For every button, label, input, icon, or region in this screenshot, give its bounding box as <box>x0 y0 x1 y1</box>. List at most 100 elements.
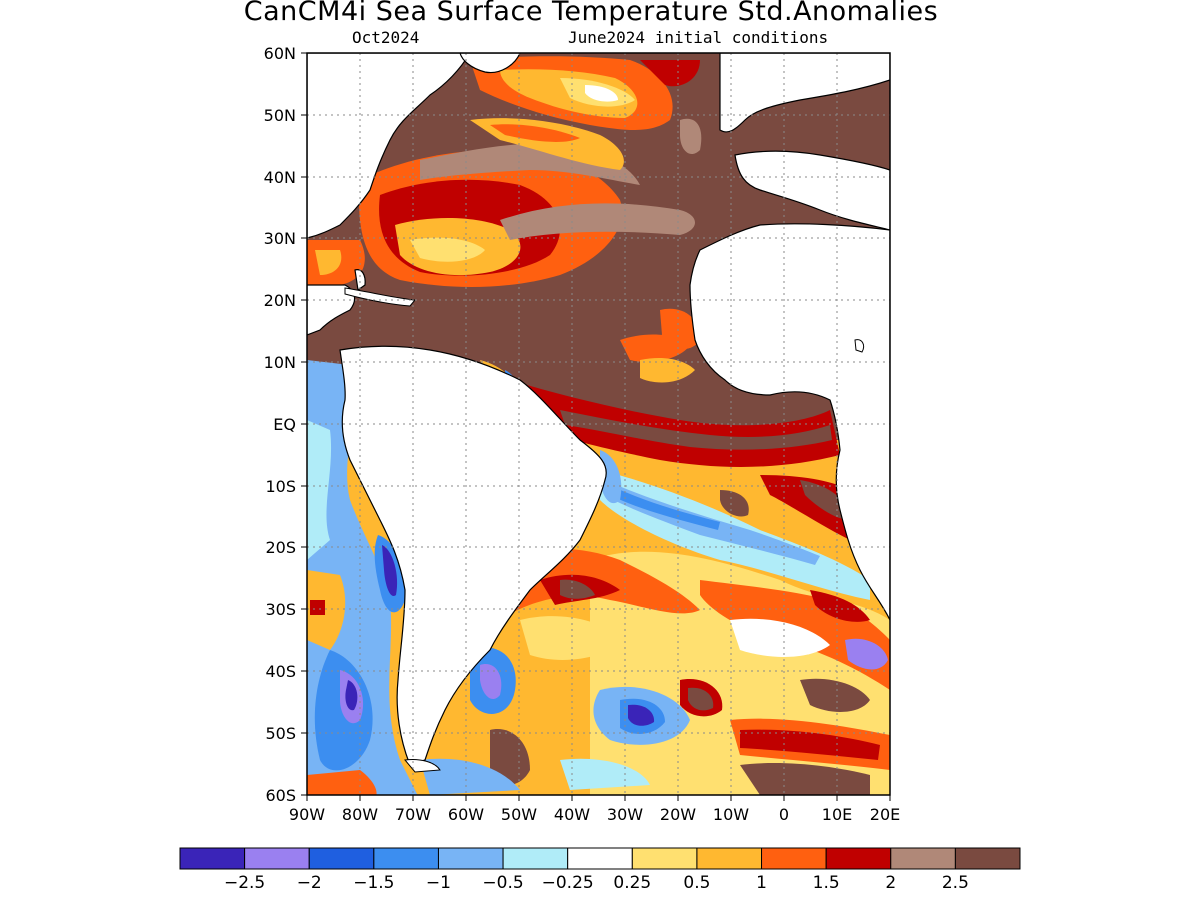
gridlines <box>307 53 890 795</box>
colorbar-label: 0.25 <box>613 873 651 893</box>
lat-label: 10S <box>265 477 296 496</box>
s-cyan-patch <box>560 758 650 790</box>
s-atl-brown-spot <box>560 579 595 599</box>
greenland-edge <box>459 53 521 74</box>
map-title: CanCM4i Sea Surface Temperature Std.Anom… <box>243 0 939 27</box>
subtrop-orange-spot-2 <box>640 358 695 383</box>
s-brown-band <box>800 678 870 712</box>
colorbar-swatch <box>696 847 763 870</box>
colorbar: −2.5 −2 −1.5 −1 −0.5 −0.25 0.25 0.5 1 1.5 2 2.5 <box>179 847 1021 893</box>
lon-label: 70W <box>395 805 431 824</box>
sw-corner-orange <box>307 770 377 795</box>
lon-label: 20E <box>870 805 900 824</box>
lat-label: EQ <box>273 415 296 434</box>
colorbar-label: 2 <box>885 873 896 893</box>
gulf-guinea-island <box>854 339 865 353</box>
colorbar-label: −0.25 <box>542 873 594 893</box>
lat-label: 60S <box>265 786 296 805</box>
s-atl-east-red <box>810 590 870 622</box>
south-mid-blue <box>610 485 720 530</box>
colorbar-swatch <box>890 847 956 870</box>
drake-brown <box>490 729 530 785</box>
lon-label: 20W <box>660 805 696 824</box>
lon-label: 60W <box>448 805 484 824</box>
s-brown-ring <box>688 687 714 711</box>
colorbar-label: 1 <box>756 873 767 893</box>
drake-blue <box>420 758 520 795</box>
land <box>307 53 890 773</box>
colorbar-swatch <box>373 847 439 870</box>
s-bottom-brown <box>740 763 870 795</box>
colorbar-label: −0.5 <box>482 873 523 893</box>
lat-label: 60N <box>264 44 296 63</box>
africa <box>689 223 890 621</box>
forecast-month: Oct2024 <box>352 28 420 47</box>
brazil-blue <box>600 450 622 504</box>
colorbar-label: −1 <box>426 873 451 893</box>
s-white-patch <box>730 618 830 657</box>
s-indigo-blob <box>628 704 655 726</box>
mid-atl-mauve <box>680 118 702 155</box>
lat-label: 50N <box>264 106 296 125</box>
south-america <box>339 345 607 766</box>
s-yellow-patch <box>520 616 630 660</box>
lon-label: 10W <box>713 805 749 824</box>
greater-antilles <box>344 287 416 307</box>
benguela-lavender <box>845 638 888 670</box>
lat-label: 30N <box>264 229 296 248</box>
labrador-red-orange <box>490 124 580 142</box>
pacific-red-spot <box>310 600 325 615</box>
colorbar-label: 0.5 <box>683 873 710 893</box>
colorbar-swatch <box>825 847 892 870</box>
northern-europe <box>719 53 890 133</box>
lon-label: 50W <box>501 805 537 824</box>
pacific-indigo <box>345 680 358 711</box>
s-red-band <box>740 729 880 760</box>
lat-label: 50S <box>265 724 296 743</box>
colorbar-swatch <box>308 847 375 870</box>
iceland-red <box>640 60 700 87</box>
colorbar-swatch <box>244 847 310 870</box>
lat-label: 20N <box>264 291 296 310</box>
eq-brown-spot <box>720 490 749 517</box>
lat-label: 10N <box>264 353 296 372</box>
axis-ticks <box>301 52 891 801</box>
canary-orange <box>660 308 700 350</box>
lat-label: 40N <box>264 168 296 187</box>
initial-conditions: June2024 initial conditions <box>568 28 829 47</box>
lon-label: 10E <box>822 805 852 824</box>
lat-label: 40S <box>265 662 296 681</box>
eq-brown <box>560 410 832 450</box>
north-america <box>307 53 471 239</box>
falklands-lavender <box>480 664 502 700</box>
europe <box>734 150 890 231</box>
florida <box>354 269 366 292</box>
gulfstream-yellow <box>410 237 485 262</box>
colorbar-swatch <box>761 847 827 870</box>
subpolar-white <box>585 85 618 102</box>
colorbar-swatch <box>567 847 633 870</box>
lat-label: 30S <box>265 600 296 619</box>
latitude-labels: 60N 50N 40N 30N 20N 10N EQ 10S 20S 30S 4… <box>264 44 296 805</box>
lat-label: 20S <box>265 538 296 557</box>
lon-label: 30W <box>607 805 643 824</box>
colorbar-swatch <box>437 847 504 870</box>
colorbar-label: −2.5 <box>224 873 265 893</box>
lon-label: 80W <box>342 805 378 824</box>
colorbar-label: −2 <box>297 873 322 893</box>
colorbar-label: 2.5 <box>942 873 969 893</box>
pacific-orange <box>307 570 346 650</box>
colorbar-swatch <box>179 847 246 870</box>
lon-label: 0 <box>779 805 789 824</box>
pacific-cyan <box>307 420 332 560</box>
colorbar-label: 1.5 <box>813 873 840 893</box>
lon-label: 90W <box>289 805 325 824</box>
colorbar-swatch <box>502 847 569 870</box>
colorbar-label: −1.5 <box>353 873 394 893</box>
lon-label: 40W <box>554 805 590 824</box>
gulf-mexico-yellow <box>315 250 342 275</box>
subtrop-mauve-streak <box>500 203 695 240</box>
colorbar-swatch <box>631 847 698 870</box>
longitude-labels: 90W 80W 70W 60W 50W 40W 30W 20W 10W 0 10… <box>289 805 900 824</box>
